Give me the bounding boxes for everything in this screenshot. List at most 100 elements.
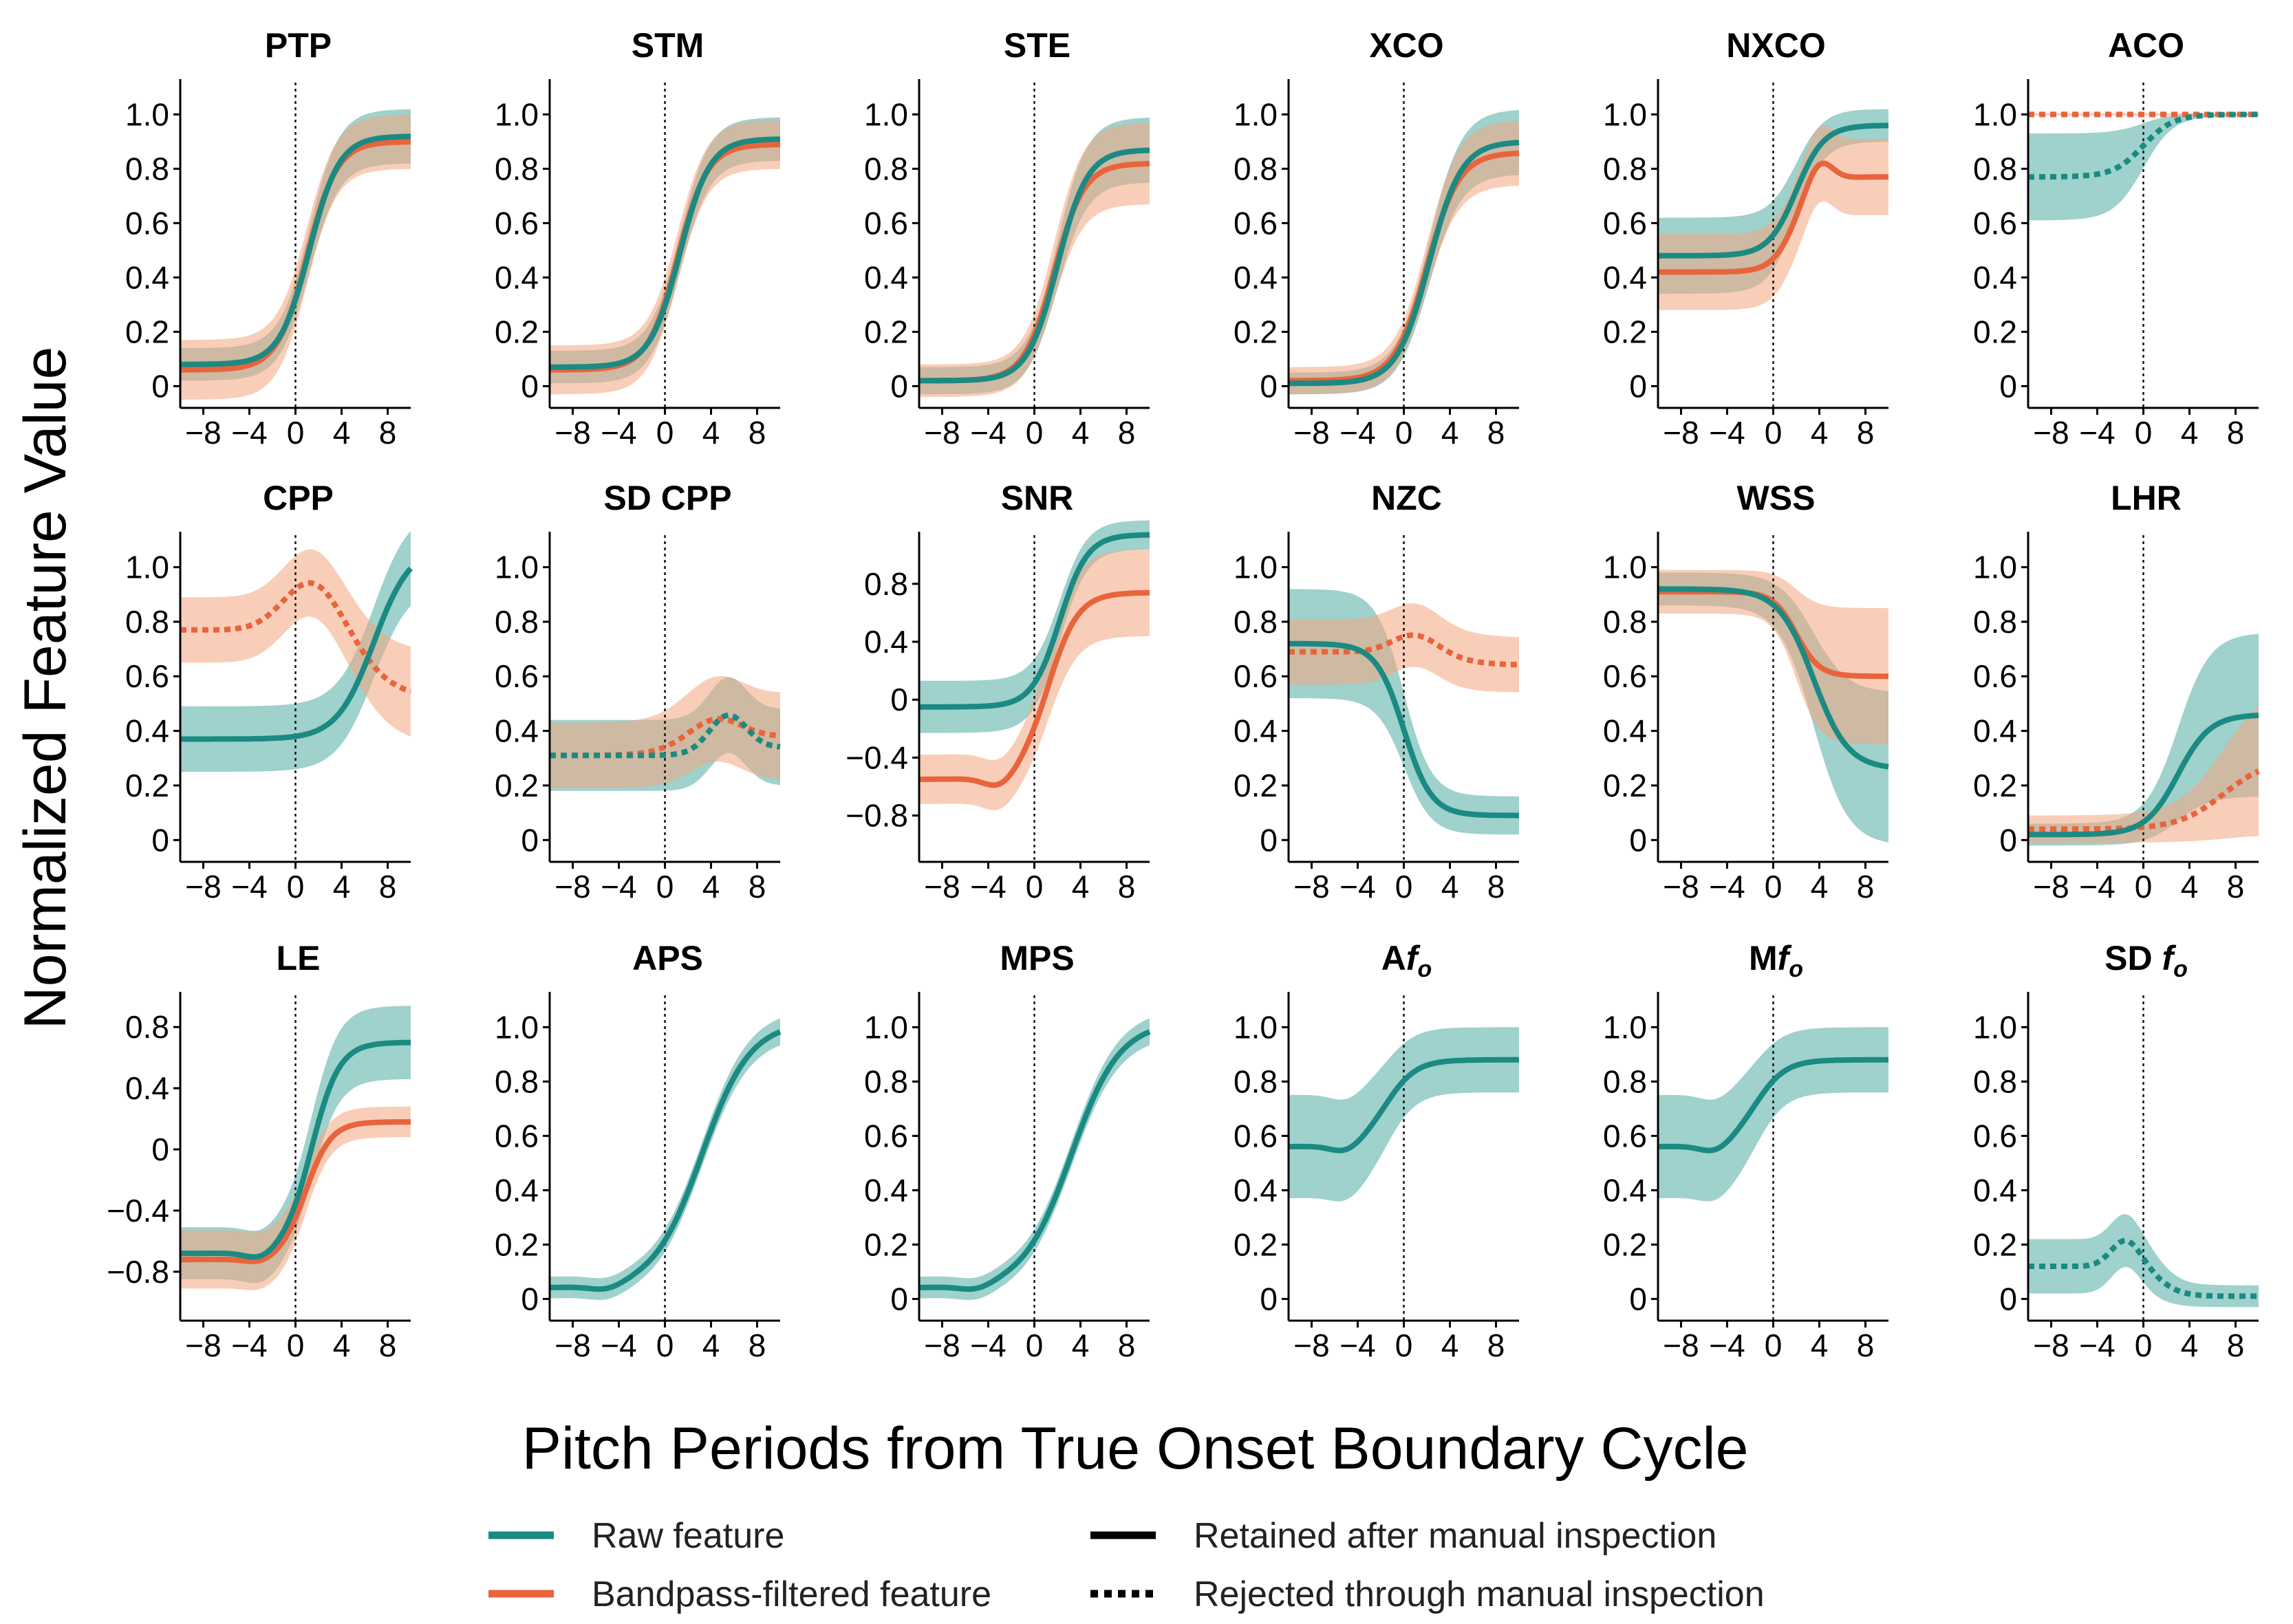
- mfo-ytick-label: 0.2: [1603, 1226, 1647, 1262]
- ptp-xtick-label: 8: [379, 415, 397, 451]
- ste-xtick-label: 0: [1026, 415, 1044, 451]
- aps-ytick-label: 0.4: [495, 1172, 539, 1208]
- lhr-title: LHR: [2111, 479, 2182, 517]
- le-band-raw-feature: [180, 1006, 411, 1284]
- le-title: LE: [277, 939, 321, 977]
- mps-xtick-label: −4: [970, 1328, 1006, 1363]
- ste-xtick-label: −8: [924, 415, 960, 451]
- aco-ytick-label: 0.6: [1973, 205, 2017, 241]
- xco-band-bandpass-filtered-feature: [1289, 120, 1519, 395]
- afo-ytick-label: 0.4: [1234, 1172, 1278, 1208]
- cpp-ytick-label: 0: [151, 822, 169, 858]
- aco-ytick-label: 0.2: [1973, 314, 2017, 349]
- nzc-ytick-label: 0.8: [1234, 604, 1278, 640]
- le-ytick-label: 0.4: [125, 1070, 169, 1106]
- ptp-line-raw-feature: [180, 133, 411, 367]
- sd-cpp-band-bandpass-filtered-feature: [550, 675, 780, 788]
- lhr-ytick-label: 0: [1999, 822, 2017, 858]
- nxco-line-bandpass-filtered-feature: [1658, 160, 1888, 275]
- aco-xtick-label: −4: [2079, 415, 2115, 451]
- ptp-xtick-label: −8: [185, 415, 221, 451]
- mps-ytick-label: 0.6: [864, 1118, 908, 1154]
- wss-xtick-label: 0: [1765, 869, 1783, 905]
- cpp-band-raw-feature: [180, 530, 411, 772]
- mfo-ytick-label: 1.0: [1603, 1009, 1647, 1045]
- snr-title: SNR: [1001, 479, 1074, 517]
- nxco-xtick-label: −4: [1709, 415, 1745, 451]
- mps-band-raw-feature: [919, 1018, 1150, 1300]
- aco-line-raw-feature: [2028, 111, 2259, 180]
- lhr-ytick-label: 0.6: [1973, 658, 2017, 694]
- mfo-ytick-label: 0.6: [1603, 1118, 1647, 1154]
- xco-ytick-label: 0.2: [1234, 314, 1278, 349]
- le-xtick-label: −8: [185, 1328, 221, 1363]
- ste-xtick-label: 4: [1072, 415, 1090, 451]
- ste-xtick-label: 8: [1118, 415, 1136, 451]
- lhr-xtick-label: 0: [2135, 869, 2153, 905]
- sd-cpp-xtick-label: 0: [656, 869, 674, 905]
- stm-ytick-label: 0.4: [495, 259, 539, 295]
- aps-title: APS: [632, 939, 703, 977]
- nxco-title: NXCO: [1726, 26, 1825, 65]
- snr-band-bandpass-filtered-feature: [919, 549, 1150, 810]
- sd-cpp-ytick-label: 0.4: [495, 713, 539, 749]
- nzc-xtick-label: 8: [1487, 869, 1505, 905]
- lhr-xtick-label: −4: [2079, 869, 2115, 905]
- cpp-band-bandpass-filtered-feature: [180, 549, 411, 737]
- cpp-xtick-label: 0: [287, 869, 305, 905]
- afo-ytick-label: 0.2: [1234, 1226, 1278, 1262]
- nxco-xtick-label: −8: [1663, 415, 1699, 451]
- cpp-ytick-label: 0.6: [125, 658, 169, 694]
- wss-ytick-label: 0.2: [1603, 768, 1647, 803]
- lhr-line-raw-feature: [2028, 713, 2259, 838]
- afo-ytick-label: 0.8: [1234, 1063, 1278, 1099]
- stm-ytick-label: 0.2: [495, 314, 539, 349]
- sd-fo-ytick-label: 0.6: [1973, 1118, 2017, 1154]
- legend-bandpass-label: Bandpass-filtered feature: [592, 1574, 991, 1614]
- nzc-line-raw-feature: [1289, 640, 1519, 819]
- mps-line-raw-feature: [918, 1029, 1151, 1292]
- legend: Raw feature Bandpass-filtered feature Re…: [488, 1516, 1765, 1614]
- nxco-ytick-label: 0.4: [1603, 259, 1647, 295]
- snr-xtick-label: 0: [1026, 869, 1044, 905]
- sd-fo-xtick-label: 4: [2181, 1328, 2199, 1363]
- le-ytick-label: 0.8: [125, 1009, 169, 1045]
- stm-xtick-label: −8: [555, 415, 590, 451]
- sd-fo-xtick-label: 0: [2135, 1328, 2153, 1363]
- nxco-ytick-label: 0.8: [1603, 151, 1647, 186]
- xco-xtick-label: 8: [1487, 415, 1505, 451]
- xco-ytick-label: 0.8: [1234, 151, 1278, 186]
- xco-xtick-label: −4: [1339, 415, 1375, 451]
- aco-ytick-label: 0.4: [1973, 259, 2017, 295]
- sd-fo-ytick-label: 1.0: [1973, 1009, 2017, 1045]
- legend-rejected-label: Rejected through manual inspection: [1194, 1574, 1765, 1614]
- aps-line-raw-feature: [549, 1029, 782, 1292]
- aps-ytick-label: 0.8: [495, 1063, 539, 1099]
- sd-fo-xtick-label: −4: [2079, 1328, 2115, 1363]
- nzc-xtick-label: 4: [1441, 869, 1459, 905]
- aco-ytick-label: 1.0: [1973, 96, 2017, 132]
- y-axis-label: Normalized Feature Value: [12, 347, 78, 1030]
- panel-sd-fo: 00.20.40.60.81.0−8 −4 0 4 8SD fo: [1973, 939, 2259, 1363]
- ste-ytick-label: 0.8: [864, 151, 908, 186]
- afo-xtick-label: 4: [1441, 1328, 1459, 1363]
- stm-ytick-label: 0.6: [495, 205, 539, 241]
- sd-fo-line-raw-feature: [2028, 1237, 2259, 1299]
- afo-ytick-label: 0.6: [1234, 1118, 1278, 1154]
- aps-ytick-label: 0.2: [495, 1226, 539, 1262]
- cpp-line-bandpass-filtered-feature: [180, 580, 412, 694]
- xco-ytick-label: 0: [1260, 368, 1278, 404]
- cpp-xtick-label: 8: [379, 869, 397, 905]
- sd-fo-ytick-label: 0: [1999, 1281, 2017, 1317]
- mps-ytick-label: 1.0: [864, 1009, 908, 1045]
- le-xtick-label: 4: [333, 1328, 351, 1363]
- aps-xtick-label: 8: [749, 1328, 766, 1363]
- aco-band-raw-feature: [2028, 113, 2259, 221]
- mps-ytick-label: 0: [890, 1281, 908, 1317]
- le-xtick-label: −4: [231, 1328, 267, 1363]
